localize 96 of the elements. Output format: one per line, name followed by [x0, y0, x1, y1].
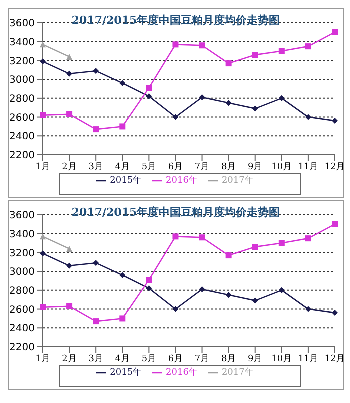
- point: [252, 106, 258, 112]
- x-tick-label: 3月: [88, 162, 104, 172]
- point: [332, 118, 338, 124]
- point: [66, 70, 73, 77]
- x-tick-label: 3月: [88, 354, 104, 364]
- x-tick-label: 1月: [36, 354, 50, 364]
- x-tick-label: 8月: [221, 162, 236, 172]
- point: [66, 111, 73, 118]
- y-tick-label: 3400: [10, 229, 35, 240]
- x-tick-label: 9月: [248, 354, 263, 364]
- point: [146, 85, 152, 92]
- point: [93, 260, 100, 266]
- point: [172, 42, 179, 48]
- legend-label: 2017年: [222, 368, 254, 378]
- x-tick-label: 6月: [168, 162, 184, 172]
- point: [40, 250, 46, 257]
- point: [120, 272, 126, 278]
- point: [332, 29, 338, 36]
- x-tick-label: 7月: [194, 162, 210, 172]
- point: [278, 48, 285, 54]
- point: [252, 244, 258, 250]
- y-tick-label: 3400: [10, 37, 35, 48]
- point: [66, 303, 73, 310]
- chart-title: 2017/2015年度中国豆粕月度均价走势图: [72, 14, 280, 27]
- point: [146, 286, 152, 292]
- point: [93, 318, 100, 325]
- x-tick-label: 12月: [324, 162, 346, 172]
- x-tick-label: 2月: [62, 354, 77, 364]
- y-tick-label: 2400: [10, 324, 35, 335]
- point: [305, 44, 312, 50]
- x-tick-label: 11月: [298, 354, 319, 364]
- point: [172, 306, 179, 312]
- y-tick-label: 3600: [10, 210, 35, 222]
- point: [40, 304, 46, 310]
- x-tick-label: 2月: [62, 162, 77, 172]
- y-tick-label: 3000: [10, 267, 35, 278]
- point: [252, 52, 258, 58]
- point: [120, 80, 126, 86]
- x-tick-label: 8月: [221, 354, 236, 364]
- y-tick-label: 3000: [10, 75, 35, 86]
- legend-label: 2015年: [110, 368, 142, 378]
- point: [305, 114, 312, 120]
- y-tick-label: 3200: [10, 56, 35, 68]
- point: [278, 95, 285, 102]
- x-tick-label: 10月: [272, 354, 292, 364]
- point: [40, 112, 46, 118]
- point: [278, 240, 285, 246]
- legend-label: 2016年: [166, 176, 198, 186]
- point: [226, 100, 232, 106]
- x-tick-label: 11月: [298, 162, 319, 172]
- point: [226, 252, 232, 259]
- y-tick-label: 2400: [10, 132, 35, 143]
- point: [332, 310, 338, 316]
- point: [40, 58, 46, 65]
- legend-label: 2016年: [166, 368, 198, 378]
- x-tick-label: 4月: [115, 354, 130, 364]
- x-tick-label: 10月: [272, 162, 292, 172]
- point: [120, 316, 126, 322]
- x-tick-label: 4月: [115, 162, 130, 172]
- legend-label: 2015年: [110, 176, 142, 186]
- point: [199, 42, 206, 49]
- x-tick-label: 6月: [168, 354, 184, 364]
- point: [252, 298, 258, 304]
- point: [305, 306, 312, 312]
- point: [93, 126, 100, 133]
- y-tick-label: 3600: [10, 18, 35, 30]
- x-tick-label: 7月: [194, 354, 210, 364]
- point: [199, 286, 206, 292]
- y-tick-label: 2200: [10, 342, 35, 354]
- x-tick-label: 12月: [324, 354, 346, 364]
- point: [278, 287, 285, 294]
- y-tick-label: 2800: [10, 94, 35, 105]
- y-tick-label: 2600: [10, 304, 35, 316]
- point: [199, 94, 206, 100]
- point: [172, 234, 179, 240]
- point: [226, 60, 232, 67]
- point: [146, 94, 152, 100]
- x-tick-label: 5月: [142, 354, 157, 364]
- y-tick-label: 2200: [10, 150, 35, 162]
- x-tick-label: 9月: [248, 162, 263, 172]
- chart-title: 2017/2015年度中国豆粕月度均价走势图: [72, 206, 280, 219]
- x-tick-label: 5月: [142, 162, 157, 172]
- y-tick-label: 3200: [10, 248, 35, 260]
- y-tick-label: 2800: [10, 286, 35, 297]
- legend-label: 2017年: [222, 176, 254, 186]
- x-tick-label: 1月: [36, 162, 50, 172]
- point: [146, 277, 152, 284]
- y-tick-label: 2600: [10, 112, 35, 124]
- point: [93, 68, 100, 74]
- point: [120, 124, 126, 130]
- point: [305, 236, 312, 242]
- point: [66, 262, 73, 269]
- point: [226, 292, 232, 298]
- point: [332, 221, 338, 228]
- point: [199, 234, 206, 241]
- point: [172, 114, 179, 120]
